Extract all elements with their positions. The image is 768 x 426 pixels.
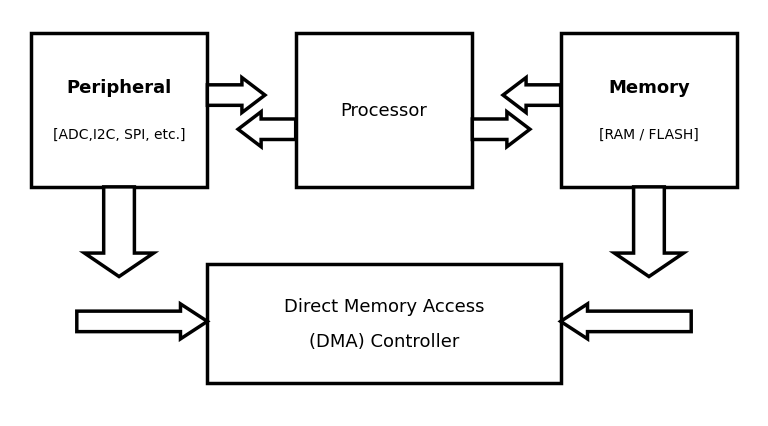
Polygon shape xyxy=(614,187,684,277)
Text: Memory: Memory xyxy=(608,78,690,96)
Text: (DMA) Controller: (DMA) Controller xyxy=(309,332,459,350)
Text: Direct Memory Access: Direct Memory Access xyxy=(283,298,485,316)
Polygon shape xyxy=(77,304,207,339)
FancyBboxPatch shape xyxy=(31,34,207,187)
FancyBboxPatch shape xyxy=(296,34,472,187)
Polygon shape xyxy=(238,112,296,147)
Text: Processor: Processor xyxy=(340,102,428,120)
FancyBboxPatch shape xyxy=(207,264,561,383)
Text: [ADC,I2C, SPI, etc.]: [ADC,I2C, SPI, etc.] xyxy=(53,127,185,141)
Polygon shape xyxy=(503,78,561,113)
Polygon shape xyxy=(84,187,154,277)
FancyBboxPatch shape xyxy=(561,34,737,187)
Polygon shape xyxy=(561,304,691,339)
Polygon shape xyxy=(472,112,530,147)
Text: Peripheral: Peripheral xyxy=(66,78,172,96)
Polygon shape xyxy=(207,78,265,113)
Text: [RAM / FLASH]: [RAM / FLASH] xyxy=(599,127,699,141)
